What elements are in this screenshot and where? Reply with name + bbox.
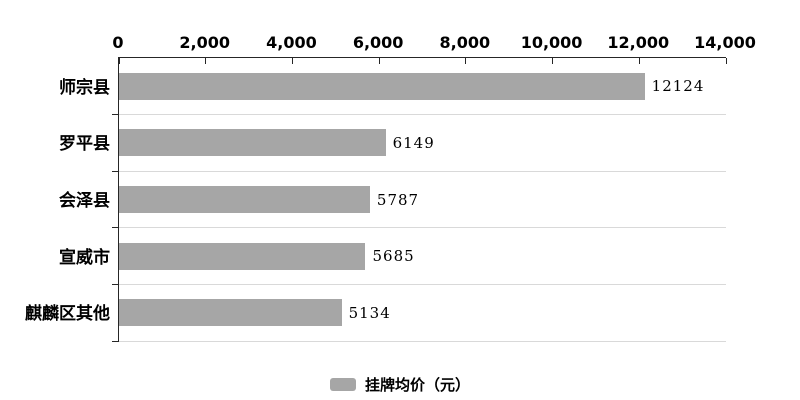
y-axis-tick [112,283,119,285]
y-axis-tick [112,227,119,229]
gridline [119,227,726,229]
bar [119,186,370,213]
x-axis-tick [552,58,554,64]
bar-value-label: 5134 [348,303,391,322]
x-axis-tick-label: 4,000 [266,33,317,52]
x-axis-tick [291,58,293,64]
gridline [119,170,726,172]
bar [119,242,366,270]
legend-swatch-icon [329,377,356,391]
y-axis-tick [112,340,119,342]
x-axis-tick [725,58,727,64]
category-label: 罗平县 [59,134,110,155]
category-label: 师宗县 [59,77,110,98]
y-axis-tick [112,114,119,116]
plot-area: 12124 6149 5787 5685 5134 [112,57,727,342]
bar-value-label: 5685 [372,247,415,266]
x-axis-tick [638,58,640,64]
x-axis-tick-label: 0 [112,33,124,52]
bar-value-label: 6149 [392,133,435,152]
category-label: 会泽县 [59,190,110,211]
x-axis-tick-label: 8,000 [439,33,491,52]
x-axis-tick-label: 6,000 [352,33,404,52]
x-axis-tick-label: 2,000 [179,33,230,52]
category-axis-labels: 师宗县罗平县会泽县宣威市麒麟区其他 [0,57,110,340]
category-label: 宣威市 [59,247,110,268]
bar-value-label: 12124 [651,77,705,96]
x-axis-tick [465,58,467,64]
bar-value-label: 5787 [376,190,420,209]
x-axis-tick-label: 12,000 [607,33,670,52]
x-axis-tick-label: 10,000 [520,33,583,52]
bar [119,72,645,100]
legend: 挂牌均价（元） [0,372,800,396]
y-axis-tick [112,170,119,172]
x-axis-tick [205,58,207,64]
gridline [119,340,726,342]
gridline [119,114,726,116]
x-axis-tick-label: 14,000 [694,33,756,52]
bar [119,299,342,327]
value-axis-labels: 0 2,000 4,000 6,000 8,000 10,000 12,000 14,000 [0,33,800,53]
x-axis-tick [118,58,120,64]
bar [119,129,386,157]
category-label: 麒麟区其他 [25,304,110,325]
x-axis-tick [378,58,380,64]
legend-label: 挂牌均价（元） [364,375,470,394]
gridline [119,283,726,285]
